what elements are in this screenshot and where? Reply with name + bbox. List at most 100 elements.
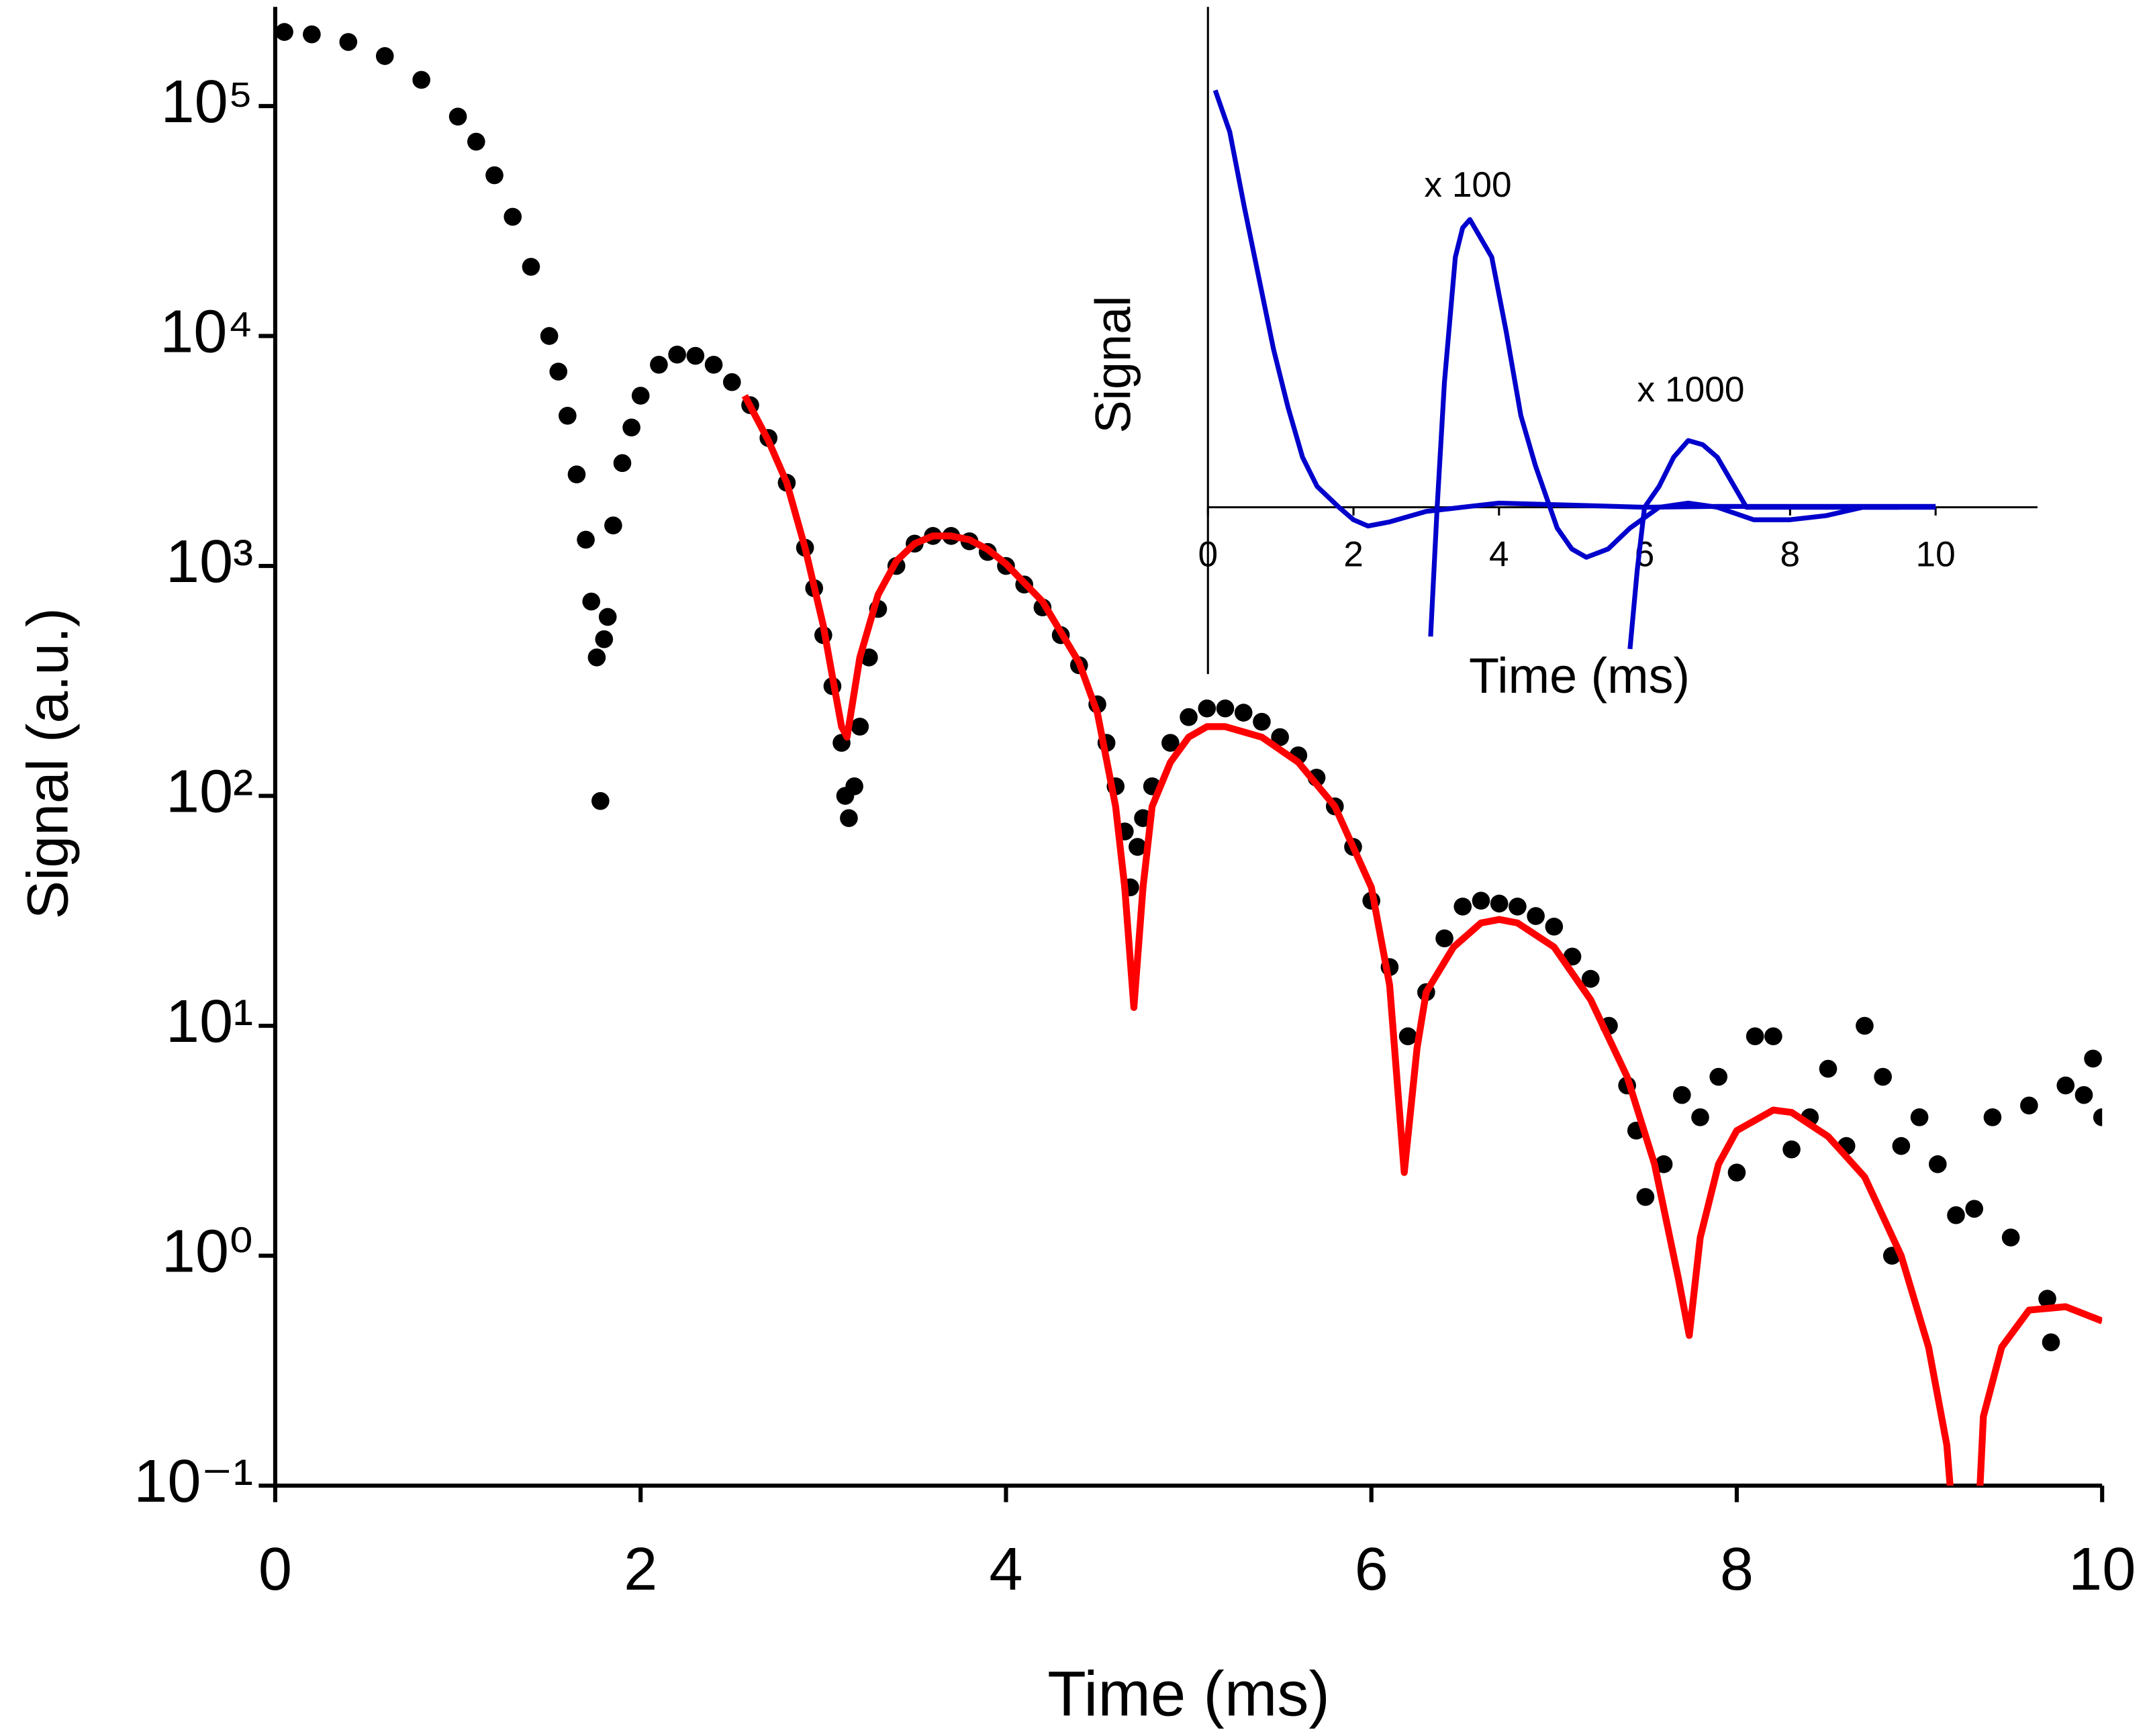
- data-point: [722, 373, 741, 391]
- data-point: [631, 387, 650, 405]
- data-point: [1928, 1155, 1947, 1173]
- data-point: [704, 355, 723, 374]
- y-tick-label: 10¹: [166, 987, 253, 1055]
- data-point: [1527, 907, 1545, 925]
- data-point: [1672, 1086, 1691, 1104]
- data-point: [559, 406, 577, 425]
- data-point: [339, 33, 358, 51]
- line-series: [741, 394, 2103, 1486]
- data-point: [1435, 929, 1453, 948]
- data-point: [1654, 1155, 1673, 1173]
- data-point: [522, 258, 540, 276]
- y-tick-label: 10⁰: [162, 1217, 253, 1285]
- inset-x-tick-label: 10: [1916, 534, 1956, 574]
- data-point: [275, 23, 293, 41]
- data-point: [485, 166, 504, 185]
- x-tick-label: 6: [1355, 1535, 1388, 1603]
- y-tick-label: 10⁴: [160, 297, 253, 365]
- data-point: [613, 454, 632, 473]
- y-tick-label: 10³: [166, 528, 253, 595]
- data-point: [622, 418, 640, 437]
- y-tick-label: 10⁵: [161, 68, 254, 136]
- data-point: [1819, 1059, 1837, 1078]
- x-tick-label: 0: [258, 1535, 292, 1603]
- data-point: [1709, 1067, 1728, 1086]
- data-point: [577, 530, 595, 549]
- data-point: [2093, 1108, 2103, 1126]
- inset-x-axis-title: Time (ms): [1469, 648, 1690, 704]
- data-point: [504, 207, 522, 226]
- data-point: [840, 809, 858, 828]
- data-point: [1892, 1137, 1911, 1155]
- data-point: [1983, 1108, 2002, 1126]
- data-point: [467, 132, 485, 151]
- data-point: [1636, 1188, 1655, 1206]
- line-series: [1428, 217, 1899, 637]
- data-point: [1965, 1200, 1984, 1218]
- y-tick-label: 10²: [166, 757, 253, 825]
- data-point: [2001, 1228, 2020, 1247]
- data-point: [1129, 838, 1147, 856]
- data-point: [1581, 969, 1600, 988]
- data-point: [1490, 894, 1509, 913]
- data-point: [1180, 708, 1198, 726]
- data-point: [1253, 712, 1271, 731]
- inset-x-tick-label: 0: [1198, 534, 1218, 574]
- data-point: [591, 791, 610, 810]
- inset-x-tick-label: 4: [1489, 534, 1509, 574]
- data-point: [375, 47, 394, 65]
- x-tick-label: 2: [624, 1535, 657, 1603]
- data-point: [1398, 1027, 1417, 1046]
- data-point: [1856, 1016, 1874, 1035]
- data-point: [1271, 728, 1289, 746]
- y-tick-label: 10⁻¹: [134, 1447, 253, 1515]
- line-series: [1212, 89, 1936, 529]
- data-point: [604, 516, 622, 535]
- data-point: [1545, 917, 1564, 936]
- data-point: [1216, 699, 1235, 718]
- data-point: [2020, 1096, 2038, 1115]
- data-point: [2074, 1086, 2093, 1104]
- data-point: [448, 107, 467, 126]
- data-point: [851, 718, 869, 736]
- data-point: [1472, 891, 1490, 910]
- inset-y-axis-title: Signal: [1086, 296, 1141, 434]
- x-tick-label: 8: [1720, 1535, 1754, 1603]
- data-point: [1782, 1140, 1801, 1159]
- data-point: [1161, 734, 1180, 752]
- data-point: [598, 608, 617, 626]
- x-axis-title: Time (ms): [1047, 1659, 1330, 1729]
- data-point: [1234, 704, 1253, 722]
- data-point: [1874, 1067, 1892, 1086]
- data-point: [2084, 1049, 2102, 1068]
- data-point: [2038, 1290, 2056, 1308]
- data-point: [1764, 1027, 1782, 1046]
- data-point: [587, 648, 606, 667]
- data-point: [2056, 1076, 2075, 1095]
- data-point: [2042, 1333, 2060, 1351]
- data-point: [412, 70, 430, 89]
- data-point: [1453, 898, 1472, 916]
- plot-area: [275, 23, 2103, 1486]
- annotation: x 100: [1424, 165, 1511, 205]
- data-point: [1727, 1163, 1746, 1182]
- data-point: [845, 777, 863, 795]
- data-point: [686, 346, 705, 365]
- inset-x-tick-label: 8: [1780, 534, 1801, 574]
- data-point: [1910, 1108, 1929, 1126]
- x-tick-label: 10: [2068, 1535, 2136, 1603]
- annotation: x 1000: [1637, 370, 1745, 409]
- data-point: [595, 630, 614, 648]
- data-point: [567, 465, 586, 484]
- y-axis-title: Signal (a.u.): [16, 608, 81, 919]
- line-series: [1627, 438, 1936, 650]
- data-point: [549, 363, 568, 381]
- data-point: [1947, 1206, 1965, 1224]
- data-point: [303, 25, 321, 44]
- data-point: [668, 345, 686, 364]
- data-point: [1691, 1108, 1709, 1126]
- data-point: [1746, 1027, 1764, 1046]
- x-tick-label: 4: [989, 1535, 1022, 1603]
